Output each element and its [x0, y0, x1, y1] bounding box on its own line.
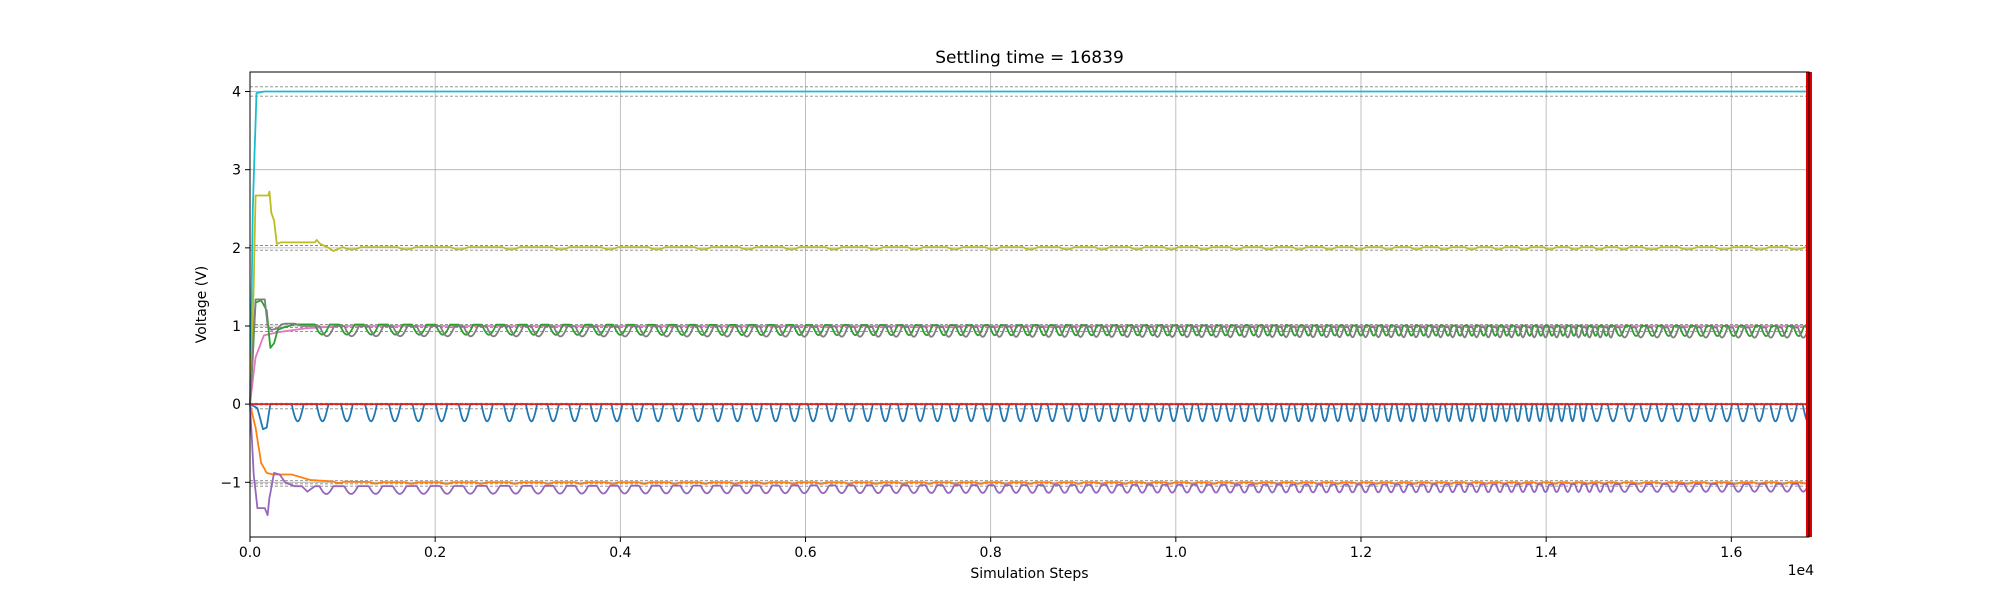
x-tick-label: 1.0 [1165, 545, 1187, 561]
y-tick-label: 4 [232, 85, 241, 101]
series-line [249, 299, 1809, 405]
series-line [249, 190, 1809, 405]
y-tick-label: 0 [232, 397, 241, 413]
x-tick-label: 1.2 [1350, 545, 1372, 561]
chart-title: Settling time = 16839 [935, 48, 1124, 68]
series-line [249, 403, 1809, 485]
y-tick-label: 1 [232, 319, 241, 335]
y-axis-ticks: −1 0 1 2 3 4 [220, 85, 250, 491]
series-line [249, 298, 1810, 405]
series-line [249, 90, 1809, 405]
x-tick-label: 1.6 [1720, 545, 1742, 561]
x-tick-label: 1.4 [1535, 545, 1557, 561]
x-tick-label: 0.4 [609, 545, 631, 561]
y-tick-label: −1 [220, 475, 241, 491]
x-tick-label: 0.2 [424, 545, 446, 561]
plot-area-frame [249, 71, 1810, 538]
y-tick-label: 2 [232, 241, 241, 257]
y-tick-label: 3 [232, 163, 241, 179]
x-axis-offset-label: 1e4 [1788, 563, 1815, 579]
x-axis-label: Simulation Steps [970, 566, 1088, 582]
series-layer [249, 90, 1810, 516]
y-axis-label: Voltage (V) [194, 266, 210, 343]
series-line [249, 404, 1810, 516]
x-axis-ticks: 0.0 0.2 0.4 0.6 0.8 1.0 1.2 1.4 1.6 [239, 537, 1743, 561]
x-tick-label: 0.0 [239, 545, 261, 561]
x-tick-label: 0.8 [980, 545, 1002, 561]
x-tick-label: 0.6 [794, 545, 816, 561]
